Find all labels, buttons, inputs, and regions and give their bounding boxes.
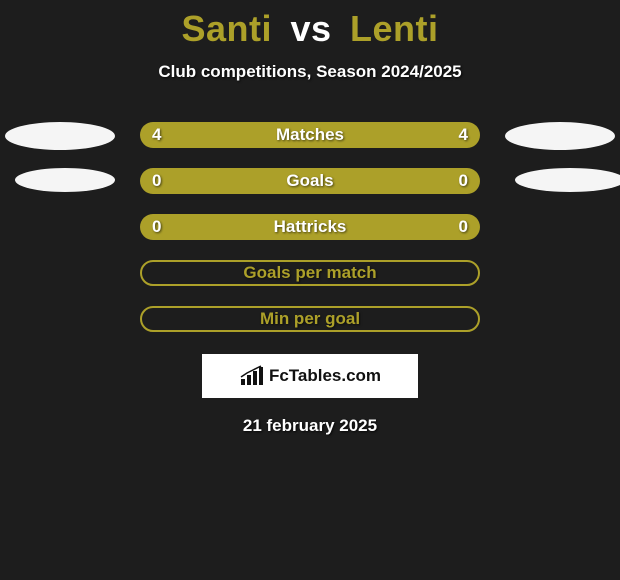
player2-name: Lenti	[350, 8, 439, 49]
stat-row: Goals per match	[0, 260, 620, 288]
stat-rows: Matches 4 4 Goals 0 0 Hattricks 0 0 Goals per mat…	[0, 122, 620, 334]
stat-row: Hattricks 0 0	[0, 214, 620, 242]
bar-chart-icon	[239, 365, 265, 387]
stat-value-right: 0	[459, 214, 468, 240]
stat-label: Min per goal	[260, 309, 360, 329]
stat-bar: Goals per match	[140, 260, 480, 286]
stat-label: Matches	[276, 125, 344, 145]
vs-text: vs	[290, 8, 331, 49]
stat-value-right: 0	[459, 168, 468, 194]
player2-badge	[515, 168, 620, 192]
logo-text: FcTables.com	[269, 366, 381, 386]
stat-value-left: 0	[152, 214, 161, 240]
stat-value-left: 0	[152, 168, 161, 194]
stat-bar: Hattricks	[140, 214, 480, 240]
stat-label: Hattricks	[274, 217, 347, 237]
player1-badge	[5, 122, 115, 150]
stat-bar: Min per goal	[140, 306, 480, 332]
stat-row: Min per goal	[0, 306, 620, 334]
fctables-logo[interactable]: FcTables.com	[202, 354, 418, 398]
player1-name: Santi	[181, 8, 272, 49]
stat-bar: Goals	[140, 168, 480, 194]
date-text: 21 february 2025	[0, 416, 620, 436]
stat-row: Matches 4 4	[0, 122, 620, 150]
stat-value-left: 4	[152, 122, 161, 148]
stat-bar: Matches	[140, 122, 480, 148]
stat-value-right: 4	[459, 122, 468, 148]
subtitle: Club competitions, Season 2024/2025	[0, 62, 620, 82]
stat-label: Goals per match	[243, 263, 376, 283]
stat-row: Goals 0 0	[0, 168, 620, 196]
player2-badge	[505, 122, 615, 150]
player1-badge	[15, 168, 115, 192]
page-title: Santi vs Lenti	[0, 0, 620, 50]
stat-label: Goals	[286, 171, 333, 191]
